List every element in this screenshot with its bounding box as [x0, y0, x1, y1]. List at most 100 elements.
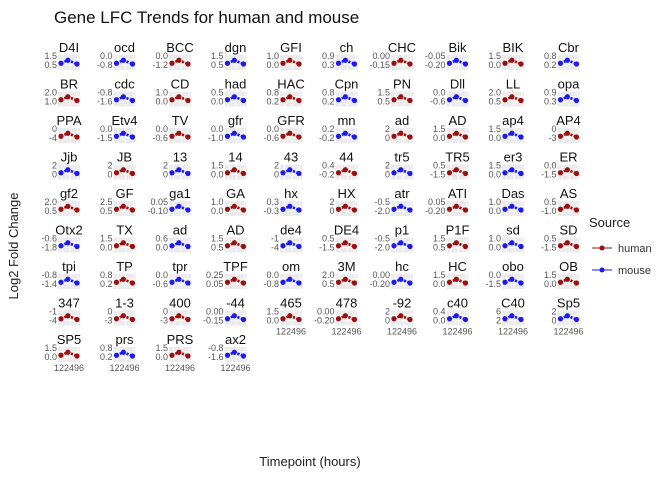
panel-y-tick: 0.8 [266, 88, 279, 98]
panel-label: tpi [62, 259, 76, 274]
series-point [224, 206, 231, 212]
panel-y-tick: 1.0 [211, 197, 224, 207]
series-point [120, 240, 126, 246]
panel-y-tick: -0.8 [97, 60, 113, 70]
series-point [398, 240, 404, 246]
panel-y-tick: 0.2 [322, 97, 335, 107]
series-point [296, 243, 302, 250]
series-point [280, 206, 286, 212]
series-point [185, 97, 191, 104]
series-point [231, 203, 237, 209]
panel-y-tick: -1.4 [41, 279, 57, 289]
series-point [391, 133, 397, 139]
panel-y-tick: -3 [104, 316, 112, 326]
series-point [564, 57, 571, 63]
panel-y-tick: 0.0 [433, 316, 446, 326]
series-point [407, 97, 413, 104]
series-point [231, 313, 237, 319]
series-point [74, 61, 80, 67]
panel-y-tick: -4 [49, 316, 57, 326]
panel-y-tick: 0.4 [322, 161, 335, 171]
series-point [518, 134, 524, 140]
series-point [564, 313, 571, 319]
panel-y-tick: 0.5 [44, 60, 57, 70]
series-point [351, 207, 358, 213]
panel-y-tick: 0.05 [428, 197, 446, 207]
panel-y-tick: -1.5 [430, 170, 446, 180]
panel-y-tick: 0.0 [155, 243, 168, 253]
series-point [169, 352, 175, 358]
panel-y-tick: 0.0 [266, 124, 279, 134]
series-point [58, 279, 64, 285]
legend-title: Source [589, 215, 630, 230]
series-point [65, 130, 71, 136]
series-point [287, 167, 293, 173]
panel-label: AD [448, 113, 466, 128]
series-point [462, 61, 469, 67]
panel-label: ad [173, 223, 187, 238]
series-point [240, 243, 247, 250]
panel-y-tick: 6 [496, 307, 501, 317]
series-point [509, 130, 515, 136]
series-point [58, 206, 64, 212]
series-point [176, 167, 182, 173]
panel-label: ap4 [502, 113, 524, 128]
facet-panel: 3M2.00.5 [322, 259, 358, 289]
series-point [169, 60, 175, 66]
series-point [462, 280, 469, 286]
panel-y-tick: -2.0 [374, 243, 390, 253]
panel-label: Bik [448, 40, 467, 55]
panel-y-tick: 0 [52, 170, 57, 180]
series-point [351, 243, 358, 250]
facet-panel: -440.00-0.15 [203, 296, 247, 326]
series-point [453, 130, 459, 136]
series-point [407, 316, 413, 323]
panel-y-tick: -0.6 [152, 133, 168, 143]
series-point [58, 243, 64, 249]
series-point [335, 316, 342, 322]
series-point [65, 167, 71, 173]
panel-y-tick: 0.0 [211, 206, 224, 216]
panel-y-tick: 0.5 [488, 97, 501, 107]
panel-y-tick: 0.0 [488, 270, 501, 280]
series-point [446, 243, 453, 249]
panel-y-tick: 2 [52, 161, 57, 171]
y-axis-label: Log2 Fold Change [6, 193, 21, 300]
facet-panel: TV 0.0-0.6 [152, 113, 191, 143]
facet-panel: cdc-0.8-1.6 [97, 77, 136, 107]
panel-y-tick: 0 [163, 307, 168, 317]
panel-label: TV [172, 113, 189, 128]
series-point [185, 243, 191, 250]
panel-y-tick: 1.5 [44, 51, 57, 61]
panel-y-tick: 1.5 [488, 124, 501, 134]
panel-y-tick: 1.5 [377, 88, 390, 98]
panel-y-tick: 2 [107, 161, 112, 171]
panel-label: gf2 [60, 186, 78, 201]
panel-label: HAC [277, 77, 304, 92]
panel-label: atr [394, 186, 410, 201]
series-point [287, 313, 293, 319]
panel-y-tick: 0.3 [322, 60, 335, 70]
panel-y-tick: 0.0 [488, 133, 501, 143]
panel-y-tick: 0.0 [433, 88, 446, 98]
panel-label: ocd [114, 40, 135, 55]
series-point [573, 316, 580, 323]
series-point [120, 130, 126, 136]
series-point [342, 167, 348, 173]
panel-y-tick: -0.20 [425, 60, 446, 70]
series-point [391, 316, 397, 322]
panel-y-tick: 0.0 [488, 170, 501, 180]
panel-y-tick: 0 [551, 316, 556, 326]
panel-y-tick: 0.8 [544, 51, 557, 61]
series-point [509, 203, 515, 209]
panel-y-tick: 0.8 [100, 270, 113, 280]
panel-label: ch [340, 40, 354, 55]
panel-label: OB [559, 259, 578, 274]
series-point [58, 97, 64, 103]
facet-panel: JB 20 [107, 150, 136, 180]
